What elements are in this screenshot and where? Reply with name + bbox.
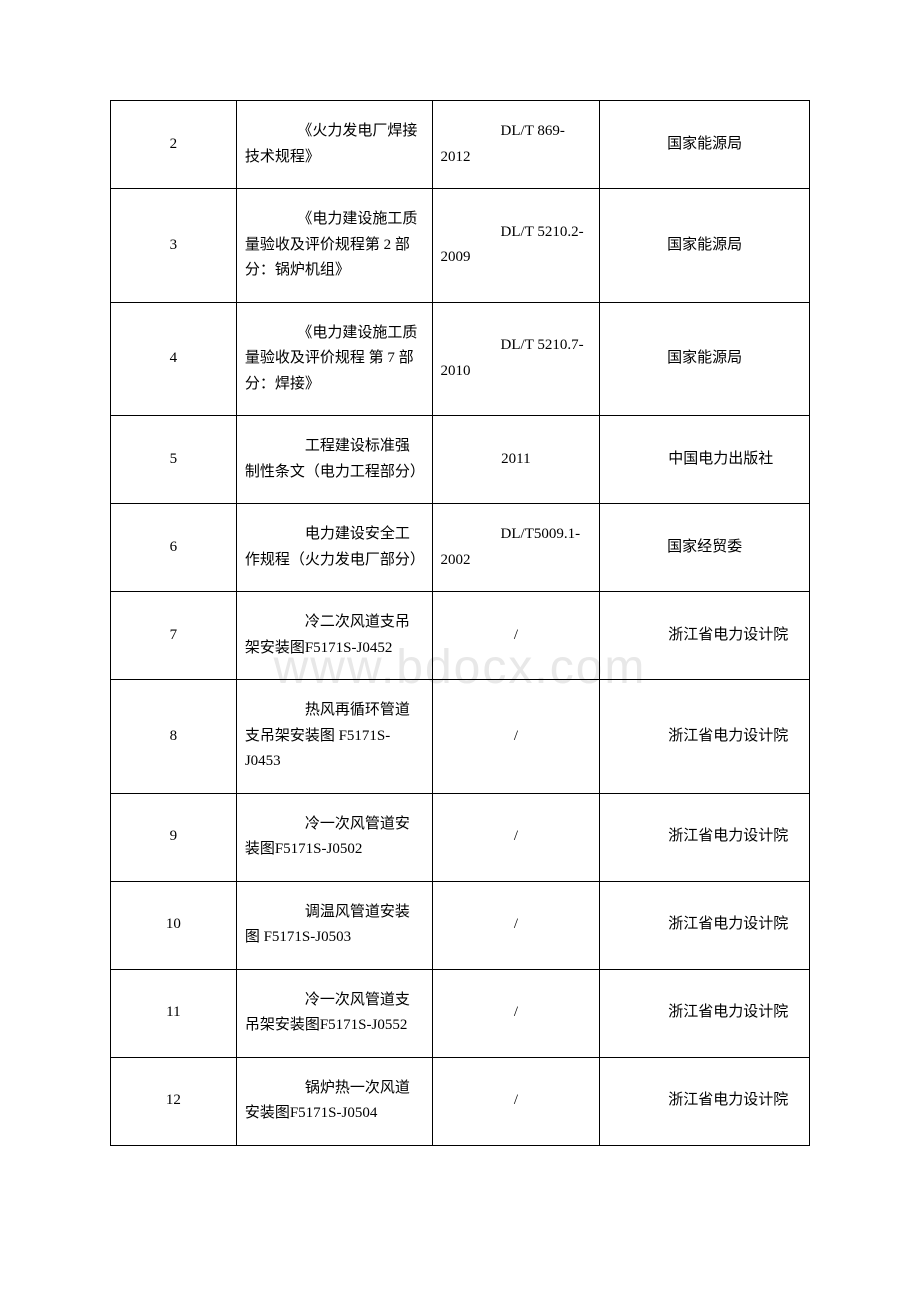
cell-code: DL/T 5210.2-2009 [432,189,600,303]
cell-code: DL/T 5210.7-2010 [432,302,600,416]
cell-title: 热风再循环管道支吊架安装图 F5171S-J0453 [236,680,432,794]
cell-num: 9 [111,793,237,881]
cell-title: 锅炉热一次风道安装图F5171S-J0504 [236,1057,432,1145]
cell-num: 6 [111,504,237,592]
cell-num: 8 [111,680,237,794]
table-row: 6 电力建设安全工作规程（火力发电厂部分） DL/T5009.1-2002 国家… [111,504,810,592]
table-row: 4 《电力建设施工质量验收及评价规程 第 7 部分：焊接》 DL/T 5210.… [111,302,810,416]
cell-title: 调温风管道安装图 F5171S-J0503 [236,881,432,969]
cell-code: DL/T 869-2012 [432,101,600,189]
cell-issuer: 中国电力出版社 [600,416,810,504]
cell-title: 冷一次风管道支吊架安装图F5171S-J0552 [236,969,432,1057]
cell-num: 4 [111,302,237,416]
table-row: 5 工程建设标准强制性条文（电力工程部分） 2011 中国电力出版社 [111,416,810,504]
cell-issuer: 国家经贸委 [600,504,810,592]
cell-issuer: 浙江省电力设计院 [600,592,810,680]
cell-title: 《火力发电厂焊接技术规程》 [236,101,432,189]
cell-issuer: 浙江省电力设计院 [600,969,810,1057]
cell-title: 电力建设安全工作规程（火力发电厂部分） [236,504,432,592]
table-row: 11 冷一次风管道支吊架安装图F5171S-J0552 / 浙江省电力设计院 [111,969,810,1057]
table-row: 10 调温风管道安装图 F5171S-J0503 / 浙江省电力设计院 [111,881,810,969]
cell-num: 5 [111,416,237,504]
cell-title: 《电力建设施工质量验收及评价规程第 2 部分：锅炉机组》 [236,189,432,303]
cell-num: 12 [111,1057,237,1145]
cell-code: / [432,881,600,969]
cell-issuer: 浙江省电力设计院 [600,1057,810,1145]
cell-issuer: 国家能源局 [600,101,810,189]
cell-code: DL/T5009.1-2002 [432,504,600,592]
cell-title: 《电力建设施工质量验收及评价规程 第 7 部分：焊接》 [236,302,432,416]
cell-issuer: 浙江省电力设计院 [600,881,810,969]
cell-issuer: 浙江省电力设计院 [600,793,810,881]
table-row: 7 冷二次风道支吊架安装图F5171S-J0452 / 浙江省电力设计院 [111,592,810,680]
cell-code: / [432,592,600,680]
table-row: 8 热风再循环管道支吊架安装图 F5171S-J0453 / 浙江省电力设计院 [111,680,810,794]
cell-issuer: 国家能源局 [600,302,810,416]
cell-title: 冷二次风道支吊架安装图F5171S-J0452 [236,592,432,680]
cell-num: 10 [111,881,237,969]
cell-code: / [432,1057,600,1145]
cell-code: / [432,793,600,881]
cell-code: / [432,969,600,1057]
cell-num: 2 [111,101,237,189]
table-row: 9 冷一次风管道安装图F5171S-J0502 / 浙江省电力设计院 [111,793,810,881]
cell-code: 2011 [432,416,600,504]
cell-title: 冷一次风管道安装图F5171S-J0502 [236,793,432,881]
standards-table: 2 《火力发电厂焊接技术规程》 DL/T 869-2012 国家能源局 3 《电… [110,100,810,1146]
table-row: 3 《电力建设施工质量验收及评价规程第 2 部分：锅炉机组》 DL/T 5210… [111,189,810,303]
cell-num: 7 [111,592,237,680]
cell-title: 工程建设标准强制性条文（电力工程部分） [236,416,432,504]
table-body: 2 《火力发电厂焊接技术规程》 DL/T 869-2012 国家能源局 3 《电… [111,101,810,1146]
table-row: 2 《火力发电厂焊接技术规程》 DL/T 869-2012 国家能源局 [111,101,810,189]
table-row: 12 锅炉热一次风道安装图F5171S-J0504 / 浙江省电力设计院 [111,1057,810,1145]
cell-issuer: 浙江省电力设计院 [600,680,810,794]
cell-num: 11 [111,969,237,1057]
cell-code: / [432,680,600,794]
cell-num: 3 [111,189,237,303]
cell-issuer: 国家能源局 [600,189,810,303]
